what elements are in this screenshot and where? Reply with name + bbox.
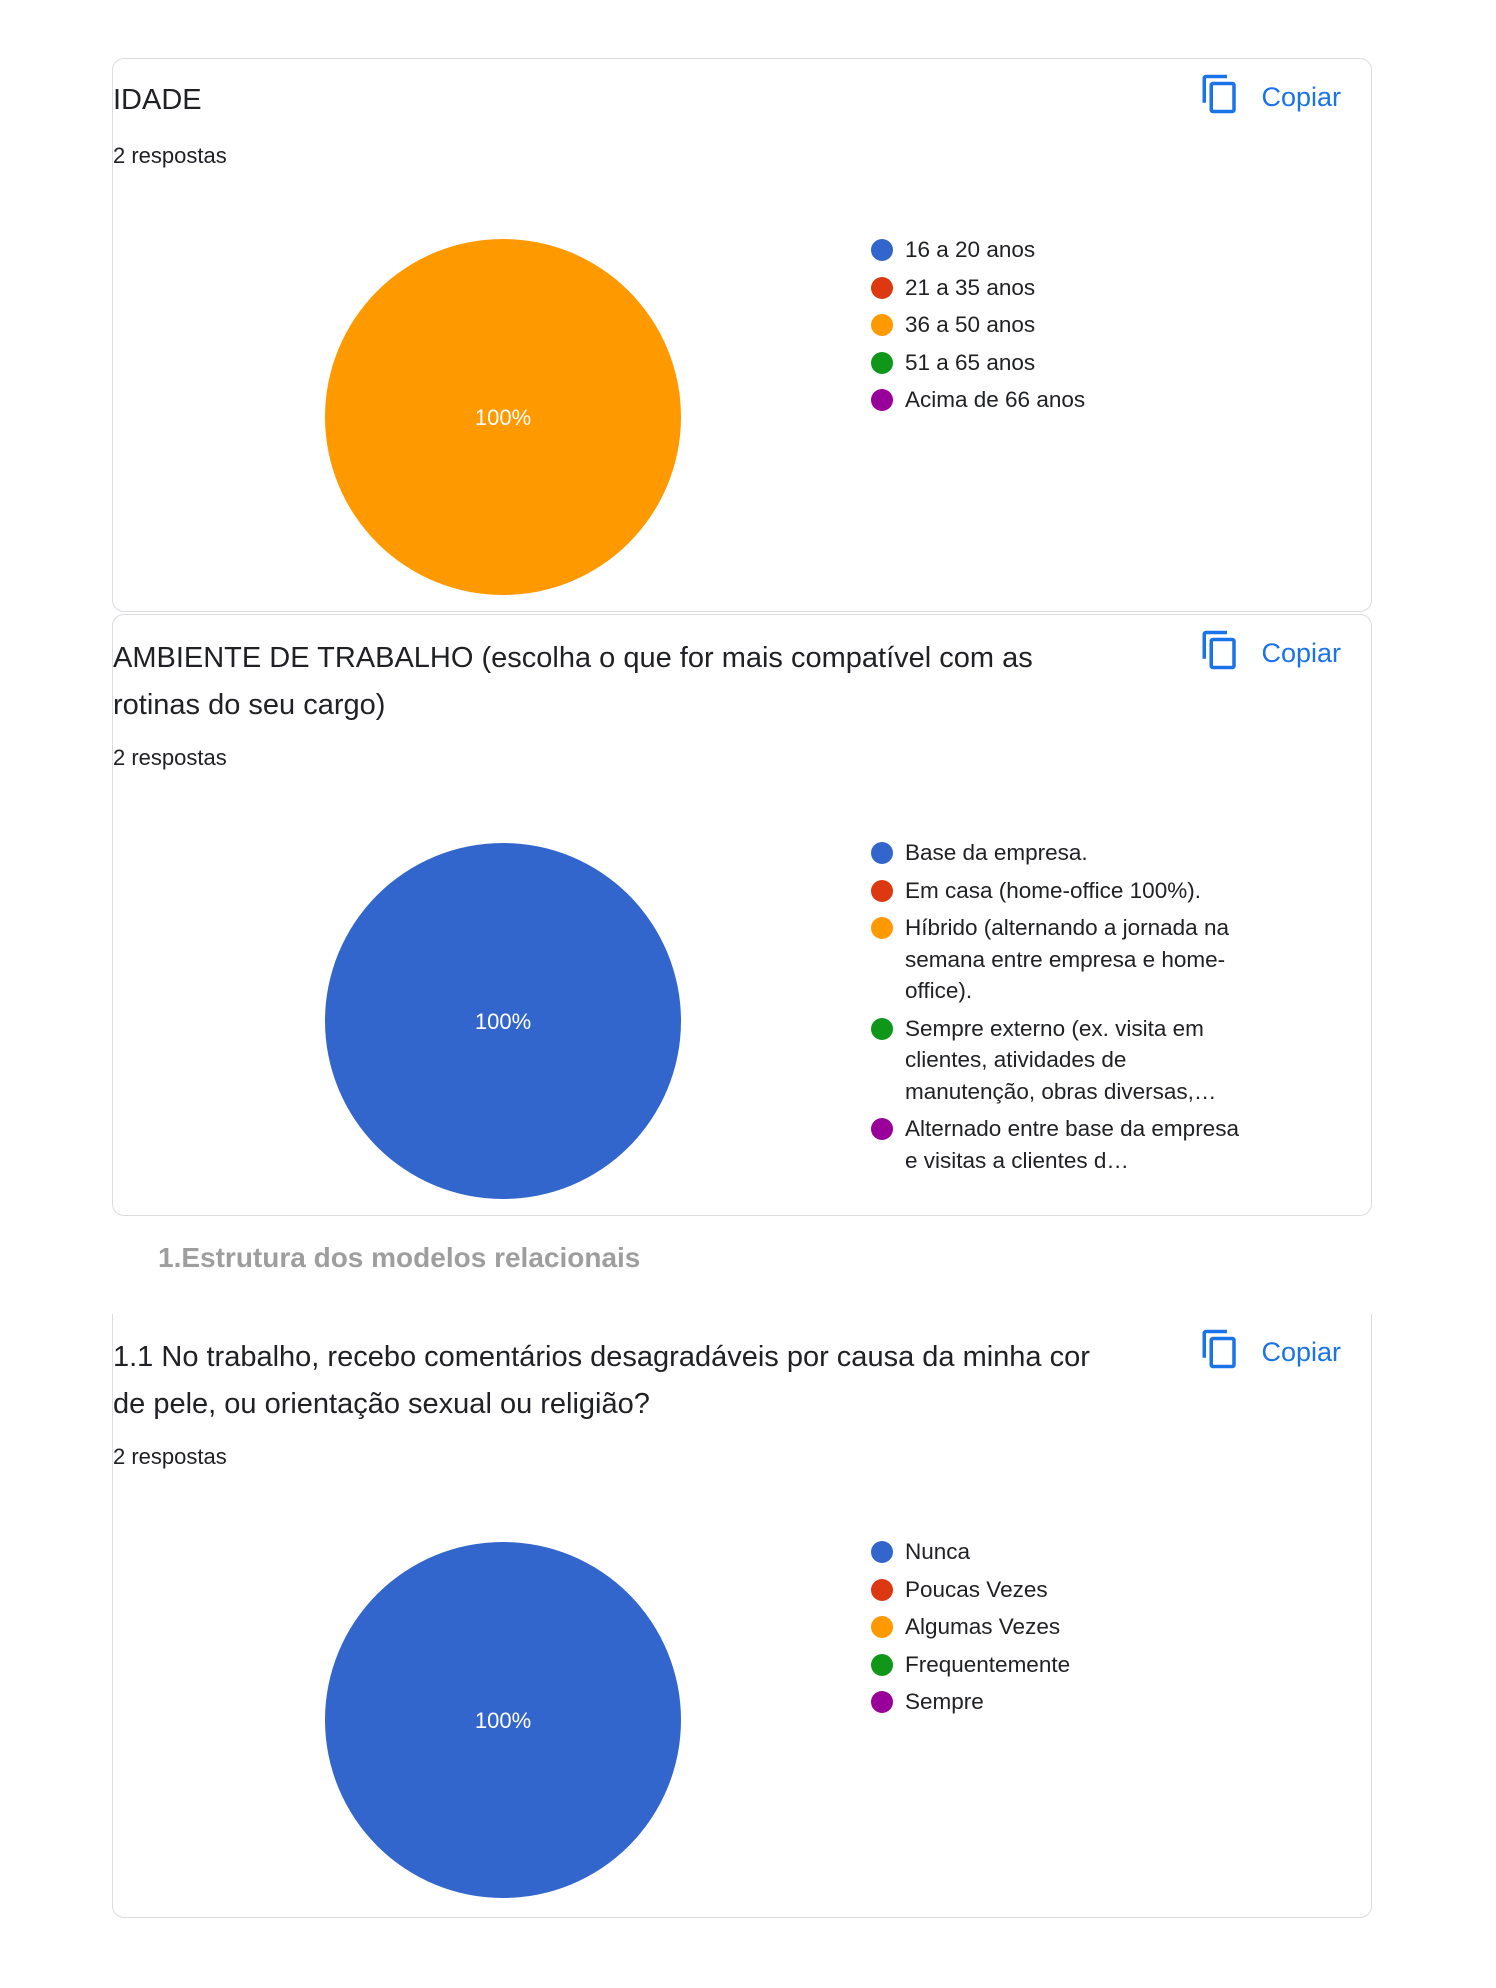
legend: Nunca Poucas Vezes Algumas Vezes Frequentem…: [871, 1536, 1251, 1724]
legend-item: Algumas Vezes: [871, 1611, 1251, 1643]
chart-card-idade: IDADE 2 respostas Copiar 100% 16 a 20 an…: [112, 58, 1372, 612]
copy-button[interactable]: Copiar: [1199, 1328, 1341, 1376]
copy-icon: [1199, 629, 1241, 678]
legend-label: Acima de 66 anos: [905, 387, 1086, 412]
card-title: 1.1 No trabalho, recebo comentários desa…: [113, 1341, 1090, 1420]
legend-label: Sempre: [905, 1689, 984, 1714]
legend-swatch: [871, 389, 893, 411]
copy-button[interactable]: Copiar: [1199, 73, 1341, 121]
pie-chart: 100%: [325, 1542, 681, 1898]
legend: Base da empresa. Em casa (home-office 100…: [871, 837, 1251, 1182]
chart-card-comentarios: 1.1 No trabalho, recebo comentários desa…: [112, 1314, 1372, 1918]
legend-swatch: [871, 1017, 893, 1040]
legend-swatch: [871, 1578, 893, 1601]
copy-icon: [1199, 73, 1241, 122]
legend-swatch: [871, 239, 893, 261]
slice-label: 100%: [475, 405, 531, 430]
legend-label: Nunca: [905, 1539, 971, 1564]
legend-label: 21 a 35 anos: [905, 274, 1036, 300]
copy-label: Copiar: [1261, 1336, 1341, 1367]
legend-label: Frequentemente: [905, 1651, 1071, 1677]
legend-item: Poucas Vezes: [871, 1574, 1251, 1606]
slice-label: 100%: [475, 1708, 531, 1733]
legend-swatch: [871, 276, 893, 299]
legend-item: 51 a 65 anos: [871, 347, 1251, 379]
legend-label: Algumas Vezes: [905, 1614, 1061, 1639]
legend-item: Sempre externo (ex. visita em clientes, …: [871, 1013, 1251, 1108]
legend-label: Em casa (home-office 100%).: [905, 877, 1201, 903]
legend-swatch: [871, 1691, 893, 1713]
legend-label: Poucas Vezes: [905, 1576, 1048, 1602]
legend-swatch: [871, 1616, 893, 1638]
legend-label: Base da empresa.: [905, 840, 1088, 865]
copy-label: Copiar: [1261, 81, 1341, 112]
pie-slice: [325, 843, 681, 1199]
pie-slice: [325, 1542, 681, 1898]
legend-swatch: [871, 917, 893, 939]
response-count: 2 respostas: [113, 143, 227, 168]
pie-chart: 100%: [325, 239, 681, 595]
legend-item: Base da empresa.: [871, 837, 1251, 869]
copy-button[interactable]: Copiar: [1199, 629, 1341, 677]
legend-item: Frequentemente: [871, 1649, 1251, 1681]
legend-swatch: [871, 351, 893, 374]
legend-swatch: [871, 1118, 893, 1140]
legend-swatch: [871, 842, 893, 864]
legend-item: Nunca: [871, 1536, 1251, 1568]
legend-item: Sempre: [871, 1686, 1251, 1718]
legend-label: 16 a 20 anos: [905, 237, 1036, 262]
legend-swatch: [871, 314, 893, 336]
legend-item: Híbrido (alternando a jornada na semana …: [871, 912, 1251, 1007]
legend-label: Alternado entre base da empresa e visita…: [905, 1116, 1239, 1173]
legend-label: Sempre externo (ex. visita em clientes, …: [905, 1015, 1217, 1104]
copy-icon: [1199, 1328, 1241, 1377]
slice-label: 100%: [475, 1009, 531, 1034]
pie-slice: [325, 239, 681, 595]
copy-label: Copiar: [1261, 637, 1341, 668]
legend-label: Híbrido (alternando a jornada na semana …: [905, 915, 1229, 1003]
legend-label: 51 a 65 anos: [905, 349, 1036, 375]
legend-label: 36 a 50 anos: [905, 312, 1036, 337]
legend-item: 21 a 35 anos: [871, 272, 1251, 304]
card-title: AMBIENTE DE TRABALHO (escolha o que for …: [113, 642, 1033, 721]
legend-item: 16 a 20 anos: [871, 234, 1251, 266]
legend-item: 36 a 50 anos: [871, 309, 1251, 341]
response-count: 2 respostas: [113, 1444, 227, 1469]
legend: 16 a 20 anos 21 a 35 anos 36 a 50 anos 51 a…: [871, 234, 1251, 422]
legend-item: Acima de 66 anos: [871, 384, 1251, 416]
card-title: IDADE: [113, 84, 202, 116]
legend-swatch: [871, 1541, 893, 1563]
response-count: 2 respostas: [113, 745, 227, 770]
legend-item: Em casa (home-office 100%).: [871, 875, 1251, 907]
pie-chart: 100%: [325, 843, 681, 1199]
legend-swatch: [871, 1653, 893, 1676]
chart-card-ambiente: AMBIENTE DE TRABALHO (escolha o que for …: [112, 614, 1372, 1216]
legend-item: Alternado entre base da empresa e visita…: [871, 1113, 1251, 1176]
section-title: 1.Estrutura dos modelos relacionais: [158, 1242, 641, 1273]
legend-swatch: [871, 879, 893, 902]
